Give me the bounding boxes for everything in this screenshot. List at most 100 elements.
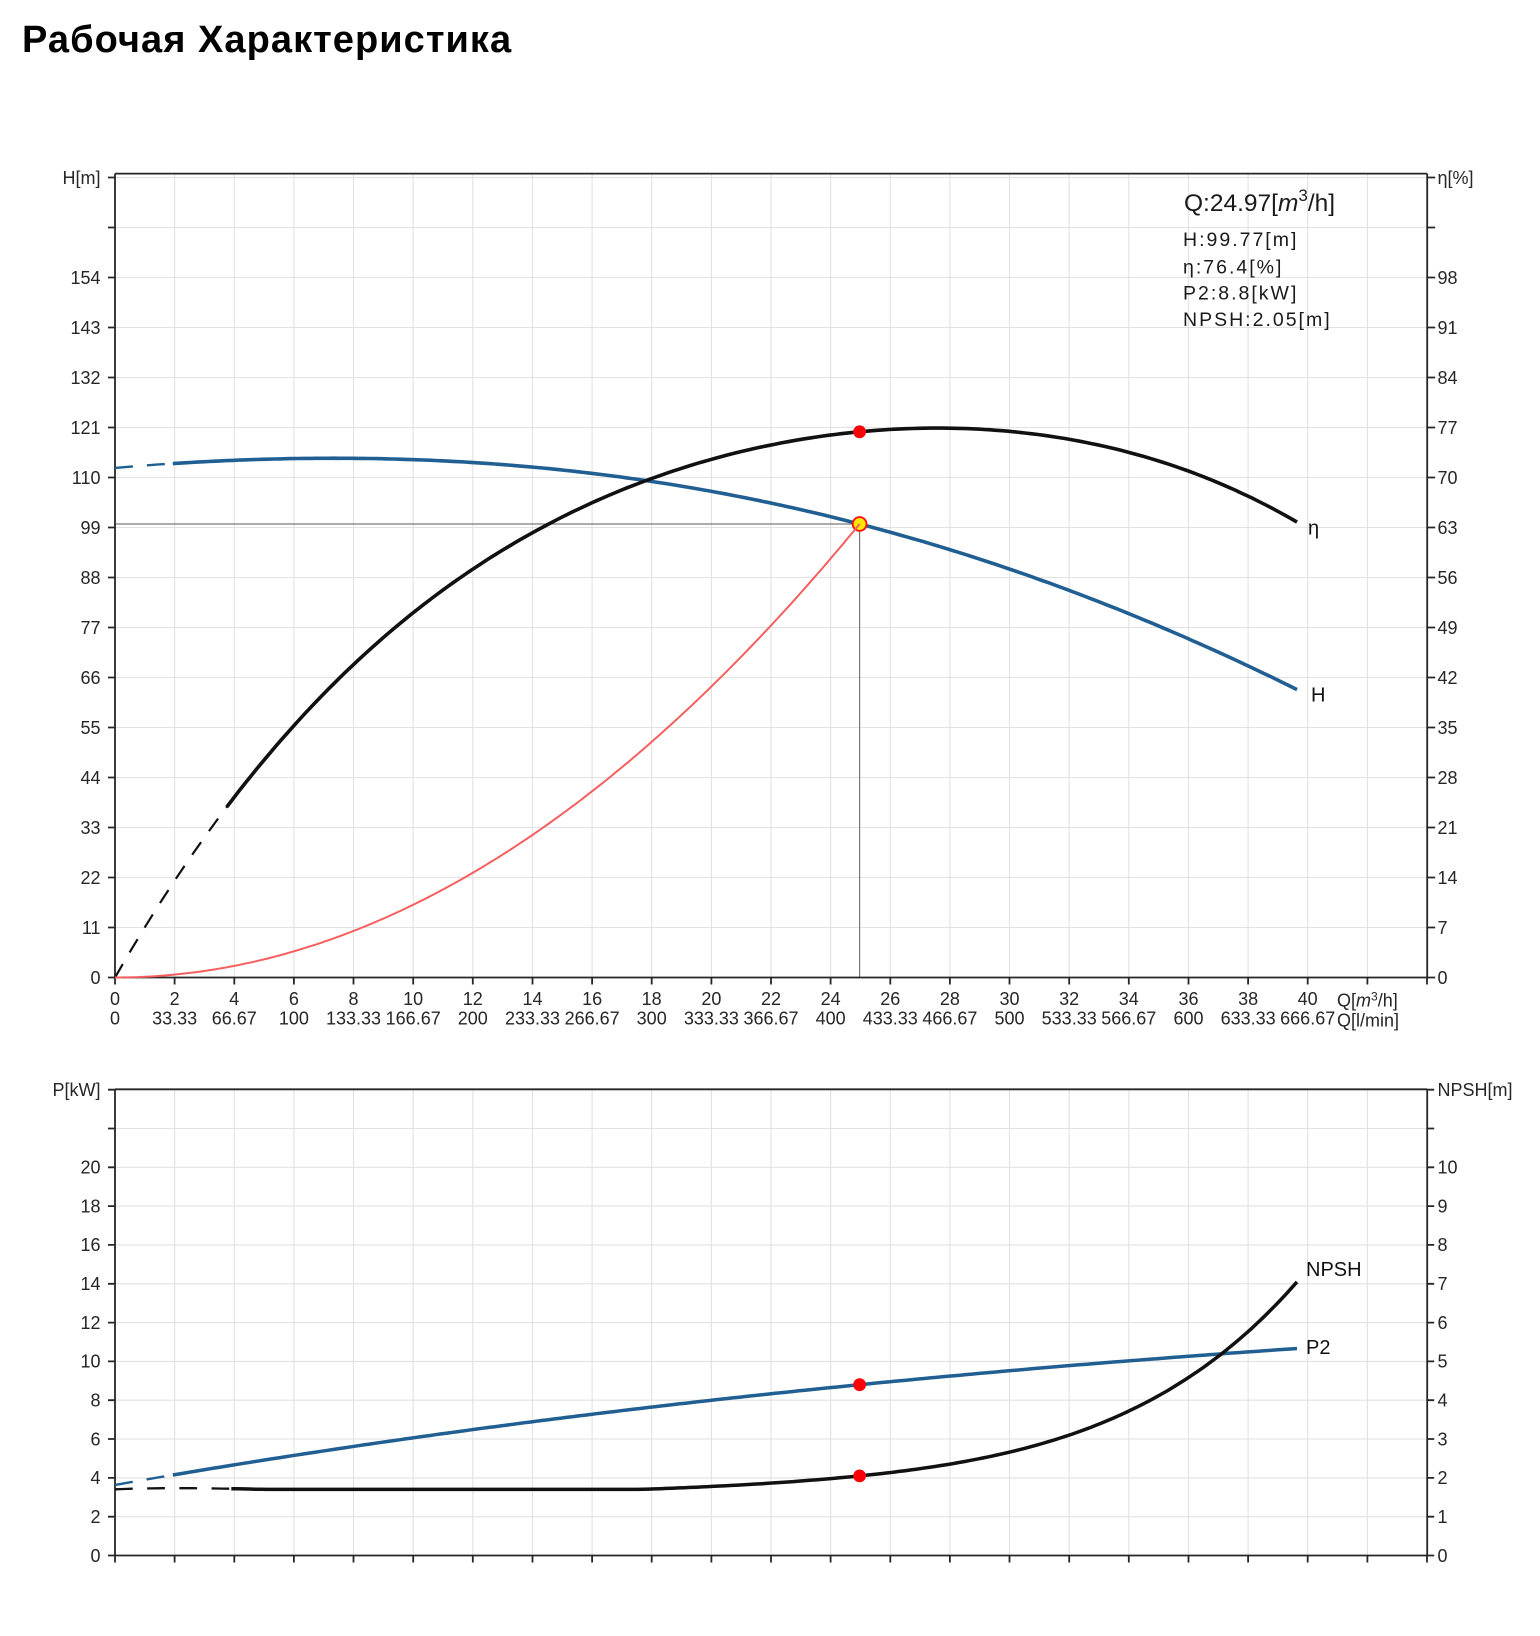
svg-text:1: 1 [1438,1507,1448,1527]
svg-text:20: 20 [701,989,721,1009]
svg-text:4: 4 [1438,1391,1448,1411]
svg-text:38: 38 [1238,989,1258,1009]
svg-text:666.67: 666.67 [1280,1008,1335,1028]
svg-text:14: 14 [80,1274,100,1294]
svg-text:77: 77 [1438,418,1458,438]
svg-text:633.33: 633.33 [1221,1008,1276,1028]
svg-text:600: 600 [1173,1008,1203,1028]
svg-text:18: 18 [642,989,662,1009]
svg-text:6: 6 [1438,1313,1448,1333]
svg-text:99: 99 [80,518,100,538]
svg-text:P2:8.8[kW]: P2:8.8[kW] [1183,283,1298,305]
svg-text:4: 4 [229,989,239,1009]
svg-text:3: 3 [1438,1429,1448,1449]
svg-text:143: 143 [70,318,100,338]
svg-text:NPSH: NPSH [1306,1259,1362,1281]
svg-text:0: 0 [110,989,120,1009]
svg-text:H: H [1311,684,1325,706]
svg-text:14: 14 [1438,868,1458,888]
svg-text:33.33: 33.33 [152,1008,197,1028]
svg-text:21: 21 [1438,818,1458,838]
svg-text:2: 2 [90,1507,100,1527]
svg-text:121: 121 [70,418,100,438]
svg-text:28: 28 [940,989,960,1009]
svg-text:32: 32 [1059,989,1079,1009]
svg-text:30: 30 [999,989,1019,1009]
svg-text:84: 84 [1438,368,1458,388]
svg-text:154: 154 [70,268,100,288]
svg-text:22: 22 [80,868,100,888]
svg-text:132: 132 [70,368,100,388]
svg-text:9: 9 [1438,1196,1448,1216]
svg-text:233.33: 233.33 [505,1008,560,1028]
svg-text:6: 6 [289,989,299,1009]
svg-text:H[m]: H[m] [63,168,101,188]
svg-text:5: 5 [1438,1352,1448,1372]
svg-text:55: 55 [80,718,100,738]
svg-text:0: 0 [1438,968,1448,988]
svg-text:0: 0 [90,968,100,988]
svg-text:16: 16 [582,989,602,1009]
svg-text:98: 98 [1438,268,1458,288]
svg-text:8: 8 [90,1391,100,1411]
svg-text:η:76.4[%]: η:76.4[%] [1183,256,1283,278]
svg-text:110: 110 [72,468,101,488]
svg-text:7: 7 [1438,1274,1448,1294]
svg-text:300: 300 [637,1008,667,1028]
svg-text:24: 24 [821,989,841,1009]
svg-text:NPSH[m]: NPSH[m] [1438,1080,1513,1100]
svg-text:66: 66 [80,668,100,688]
svg-text:8: 8 [1438,1235,1448,1255]
svg-text:63: 63 [1438,518,1458,538]
svg-text:433.33: 433.33 [863,1008,918,1028]
svg-text:7: 7 [1438,918,1448,938]
svg-text:200: 200 [458,1008,488,1028]
svg-text:NPSH:2.05[m]: NPSH:2.05[m] [1183,309,1332,331]
svg-text:η[%]: η[%] [1438,168,1474,188]
svg-text:91: 91 [1438,318,1458,338]
svg-text:333.33: 333.33 [684,1008,739,1028]
svg-text:2: 2 [170,989,180,1009]
svg-text:Q[m3/h]: Q[m3/h] [1337,990,1398,1011]
svg-text:4: 4 [90,1468,100,1488]
svg-text:Q:24.97[m3/h]: Q:24.97[m3/h] [1184,186,1335,217]
svg-text:12: 12 [80,1313,100,1333]
svg-text:40: 40 [1298,989,1318,1009]
svg-text:36: 36 [1178,989,1198,1009]
svg-text:28: 28 [1438,768,1458,788]
svg-text:100: 100 [279,1008,309,1028]
svg-text:166.67: 166.67 [386,1008,441,1028]
svg-text:566.67: 566.67 [1101,1008,1156,1028]
svg-text:0: 0 [90,1546,100,1566]
svg-text:12: 12 [463,989,483,1009]
svg-text:P[kW]: P[kW] [53,1080,101,1100]
svg-text:10: 10 [403,989,423,1009]
svg-text:η: η [1308,518,1319,540]
svg-text:49: 49 [1438,618,1458,638]
svg-text:33: 33 [80,818,100,838]
svg-text:133.33: 133.33 [326,1008,381,1028]
svg-text:500: 500 [994,1008,1024,1028]
svg-text:10: 10 [80,1352,100,1372]
svg-text:18: 18 [80,1196,100,1216]
svg-text:20: 20 [80,1158,100,1178]
svg-text:533.33: 533.33 [1042,1008,1097,1028]
svg-text:400: 400 [816,1008,846,1028]
svg-text:16: 16 [80,1235,100,1255]
svg-text:11: 11 [82,918,101,938]
svg-text:6: 6 [90,1429,100,1449]
svg-text:44: 44 [80,768,100,788]
svg-text:88: 88 [80,568,100,588]
svg-text:26: 26 [880,989,900,1009]
svg-text:70: 70 [1438,468,1458,488]
svg-text:22: 22 [761,989,781,1009]
svg-text:35: 35 [1438,718,1458,738]
svg-text:14: 14 [522,989,542,1009]
svg-text:34: 34 [1119,989,1139,1009]
svg-text:42: 42 [1438,668,1458,688]
svg-text:56: 56 [1438,568,1458,588]
svg-text:0: 0 [110,1008,120,1028]
svg-text:H:99.77[m]: H:99.77[m] [1183,229,1298,251]
svg-text:Q[l/min]: Q[l/min] [1337,1011,1399,1031]
svg-text:66.67: 66.67 [212,1008,257,1028]
